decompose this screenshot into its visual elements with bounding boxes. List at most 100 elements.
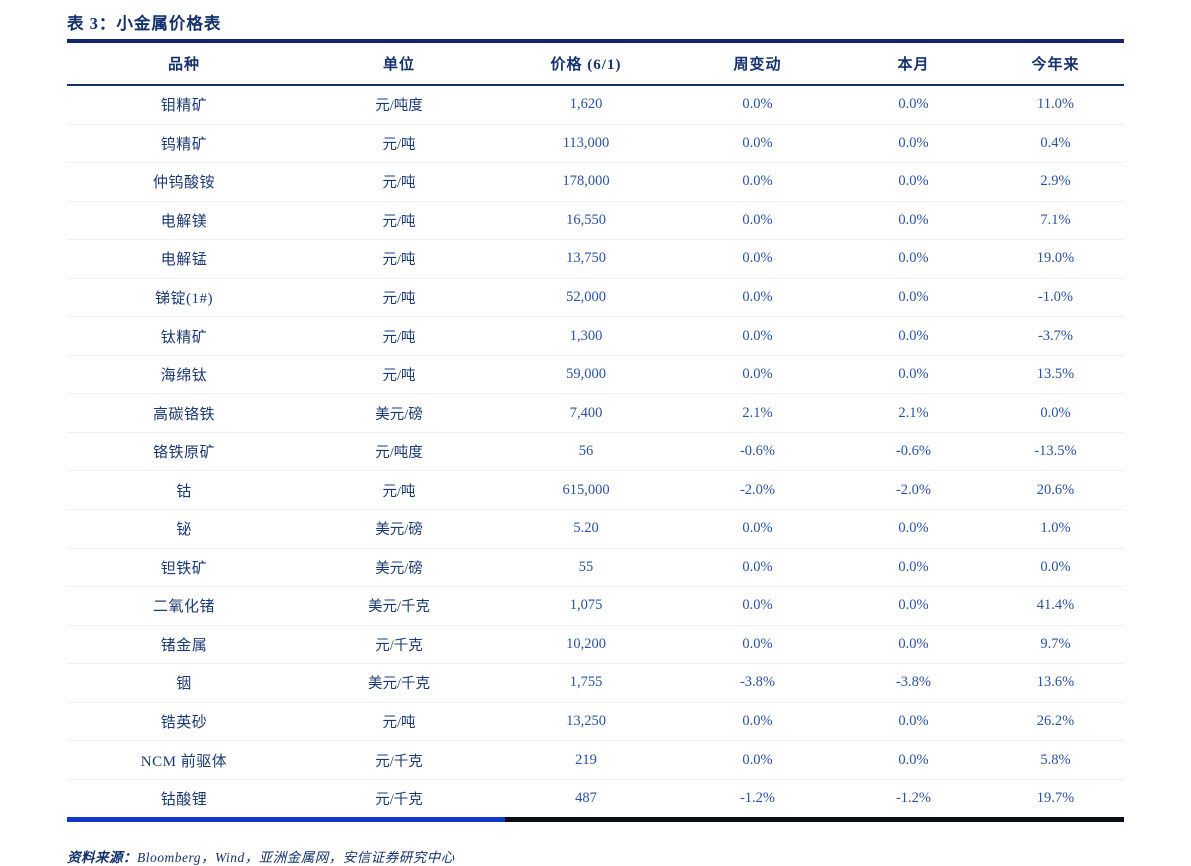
table-row: 铋 美元/磅 5.20 0.0% 0.0% 1.0%	[67, 510, 1124, 549]
price-cell: 55	[578, 558, 594, 575]
month-change-cell: 0.0%	[898, 751, 929, 768]
variety-cell: 钨精矿	[160, 136, 208, 153]
month-change-cell: 0.0%	[898, 289, 929, 305]
variety-cell: 铋	[176, 522, 192, 539]
unit-cell: 元/吨度	[375, 445, 423, 462]
weekly-change-cell: 0.0%	[742, 250, 773, 267]
month-change-cell: 0.0%	[898, 173, 929, 190]
weekly-change-cell: 0.0%	[742, 597, 773, 614]
price-cell: 5.20	[573, 520, 599, 537]
month-change-cell: -0.6%	[895, 443, 932, 460]
ytd-change-cell: 0.0%	[1040, 558, 1071, 575]
month-change-cell: 0.0%	[898, 327, 929, 344]
unit-cell: 美元/磅	[375, 522, 423, 539]
weekly-change-cell: 0.0%	[742, 134, 773, 151]
month-change-cell: 0.0%	[898, 366, 929, 383]
weekly-change-cell: -1.2%	[739, 790, 776, 807]
header-variety: 品种	[167, 57, 200, 73]
unit-cell: 元/吨	[382, 329, 416, 346]
source-list: Bloomberg，Wind，亚洲金属网，安信证券研究中心	[137, 850, 455, 866]
month-change-cell: 0.0%	[898, 713, 929, 730]
table-row: 锗金属 元/千克 10,200 0.0% 0.0% 9.7%	[67, 626, 1124, 665]
weekly-change-cell: -3.8%	[739, 674, 776, 691]
weekly-change-cell: 0.0%	[742, 96, 773, 113]
unit-cell: 元/吨	[382, 368, 416, 385]
month-change-cell: -2.0%	[895, 481, 932, 498]
variety-cell: 电解镁	[160, 213, 208, 230]
table-row: 锆英砂 元/吨 13,250 0.0% 0.0% 26.2%	[67, 703, 1124, 742]
price-cell: 615,000	[562, 481, 610, 498]
variety-cell: 铬铁原矿	[152, 445, 215, 462]
unit-cell: 美元/磅	[375, 560, 423, 577]
unit-cell: 元/千克	[375, 753, 423, 770]
weekly-change-cell: 0.0%	[742, 289, 773, 305]
table-row: NCM 前驱体 元/千克 219 0.0% 0.0% 5.8%	[67, 741, 1124, 780]
unit-cell: 元/吨	[382, 483, 416, 500]
table-header-row: 品种 单位 价格 (6/1) 周变动 本月 今年来	[67, 43, 1124, 86]
header-weekly-change: 周变动	[733, 57, 782, 73]
ytd-change-cell: 11.0%	[1037, 96, 1074, 113]
ytd-change-cell: 19.0%	[1036, 250, 1075, 267]
variety-cell: 钴	[176, 483, 192, 500]
weekly-change-cell: 0.0%	[742, 327, 773, 344]
month-change-cell: 0.0%	[898, 597, 929, 614]
table-row: 锑锭(1#) 元/吨 52,000 0.0% 0.0% -1.0%	[67, 279, 1124, 318]
weekly-change-cell: -0.6%	[739, 443, 776, 460]
weekly-change-cell: 0.0%	[742, 635, 773, 652]
unit-cell: 元/吨度	[375, 98, 423, 115]
table-row: 电解镁 元/吨 16,550 0.0% 0.0% 7.1%	[67, 202, 1124, 241]
month-change-cell: 0.0%	[898, 520, 929, 537]
price-cell: 59,000	[566, 366, 606, 383]
variety-cell: 电解锰	[160, 252, 208, 269]
price-cell: 56	[578, 443, 594, 460]
month-change-cell: 0.0%	[898, 96, 929, 113]
month-change-cell: -1.2%	[895, 790, 932, 807]
header-ytd-change: 今年来	[1031, 57, 1080, 73]
table-title: 表 3：小金属价格表	[67, 14, 222, 33]
price-cell: 7,400	[569, 404, 603, 421]
table-row: 高碳铬铁 美元/磅 7,400 2.1% 2.1% 0.0%	[67, 394, 1124, 433]
unit-cell: 元/吨	[382, 136, 416, 153]
header-price: 价格 (6/1)	[550, 57, 622, 73]
header-unit: 单位	[382, 57, 415, 73]
unit-cell: 元/千克	[375, 637, 423, 654]
table-row: 二氧化锗 美元/千克 1,075 0.0% 0.0% 41.4%	[67, 587, 1124, 626]
table-bottom-border	[67, 817, 1124, 823]
variety-cell: 铟	[176, 676, 192, 693]
unit-cell: 美元/磅	[375, 406, 423, 423]
price-cell: 487	[575, 790, 597, 807]
table-row: 钼精矿 元/吨度 1,620 0.0% 0.0% 11.0%	[67, 86, 1124, 125]
price-cell: 1,620	[569, 96, 603, 113]
price-cell: 16,550	[566, 211, 606, 228]
weekly-change-cell: 0.0%	[742, 366, 773, 383]
variety-cell: 锑锭(1#)	[155, 291, 213, 307]
unit-cell: 元/吨	[382, 291, 416, 307]
table-row: 铟 美元/千克 1,755 -3.8% -3.8% 13.6%	[67, 664, 1124, 703]
variety-cell: 仲钨酸铵	[152, 175, 215, 192]
variety-cell: 锆英砂	[160, 715, 208, 732]
month-change-cell: 0.0%	[898, 134, 929, 151]
month-change-cell: 0.0%	[898, 211, 929, 228]
ytd-change-cell: 19.7%	[1036, 790, 1075, 807]
variety-cell: 高碳铬铁	[152, 406, 215, 423]
ytd-change-cell: 0.0%	[1040, 404, 1071, 421]
weekly-change-cell: 0.0%	[742, 558, 773, 575]
ytd-change-cell: 9.7%	[1040, 635, 1071, 652]
price-cell: 113,000	[562, 134, 610, 151]
price-cell: 13,250	[566, 713, 606, 730]
weekly-change-cell: -2.0%	[739, 481, 776, 498]
month-change-cell: 0.0%	[898, 635, 929, 652]
unit-cell: 元/吨	[382, 213, 416, 230]
price-cell: 178,000	[562, 173, 610, 190]
ytd-change-cell: 13.5%	[1036, 366, 1075, 383]
ytd-change-cell: 26.2%	[1036, 713, 1075, 730]
table-row: 仲钨酸铵 元/吨 178,000 0.0% 0.0% 2.9%	[67, 163, 1124, 202]
source-note: 资料来源：Bloomberg，Wind，亚洲金属网，安信证券研究中心	[67, 846, 1124, 866]
ytd-change-cell: -3.7%	[1037, 327, 1074, 344]
table-row: 铬铁原矿 元/吨度 56 -0.6% -0.6% -13.5%	[67, 433, 1124, 472]
variety-cell: 海绵钛	[160, 368, 208, 385]
unit-cell: 元/吨	[382, 715, 416, 732]
weekly-change-cell: 0.0%	[742, 751, 773, 768]
table-body: 钼精矿 元/吨度 1,620 0.0% 0.0% 11.0% 钨精矿 元/吨 113,000 0.…	[67, 86, 1124, 817]
price-cell: 1,075	[569, 597, 603, 614]
